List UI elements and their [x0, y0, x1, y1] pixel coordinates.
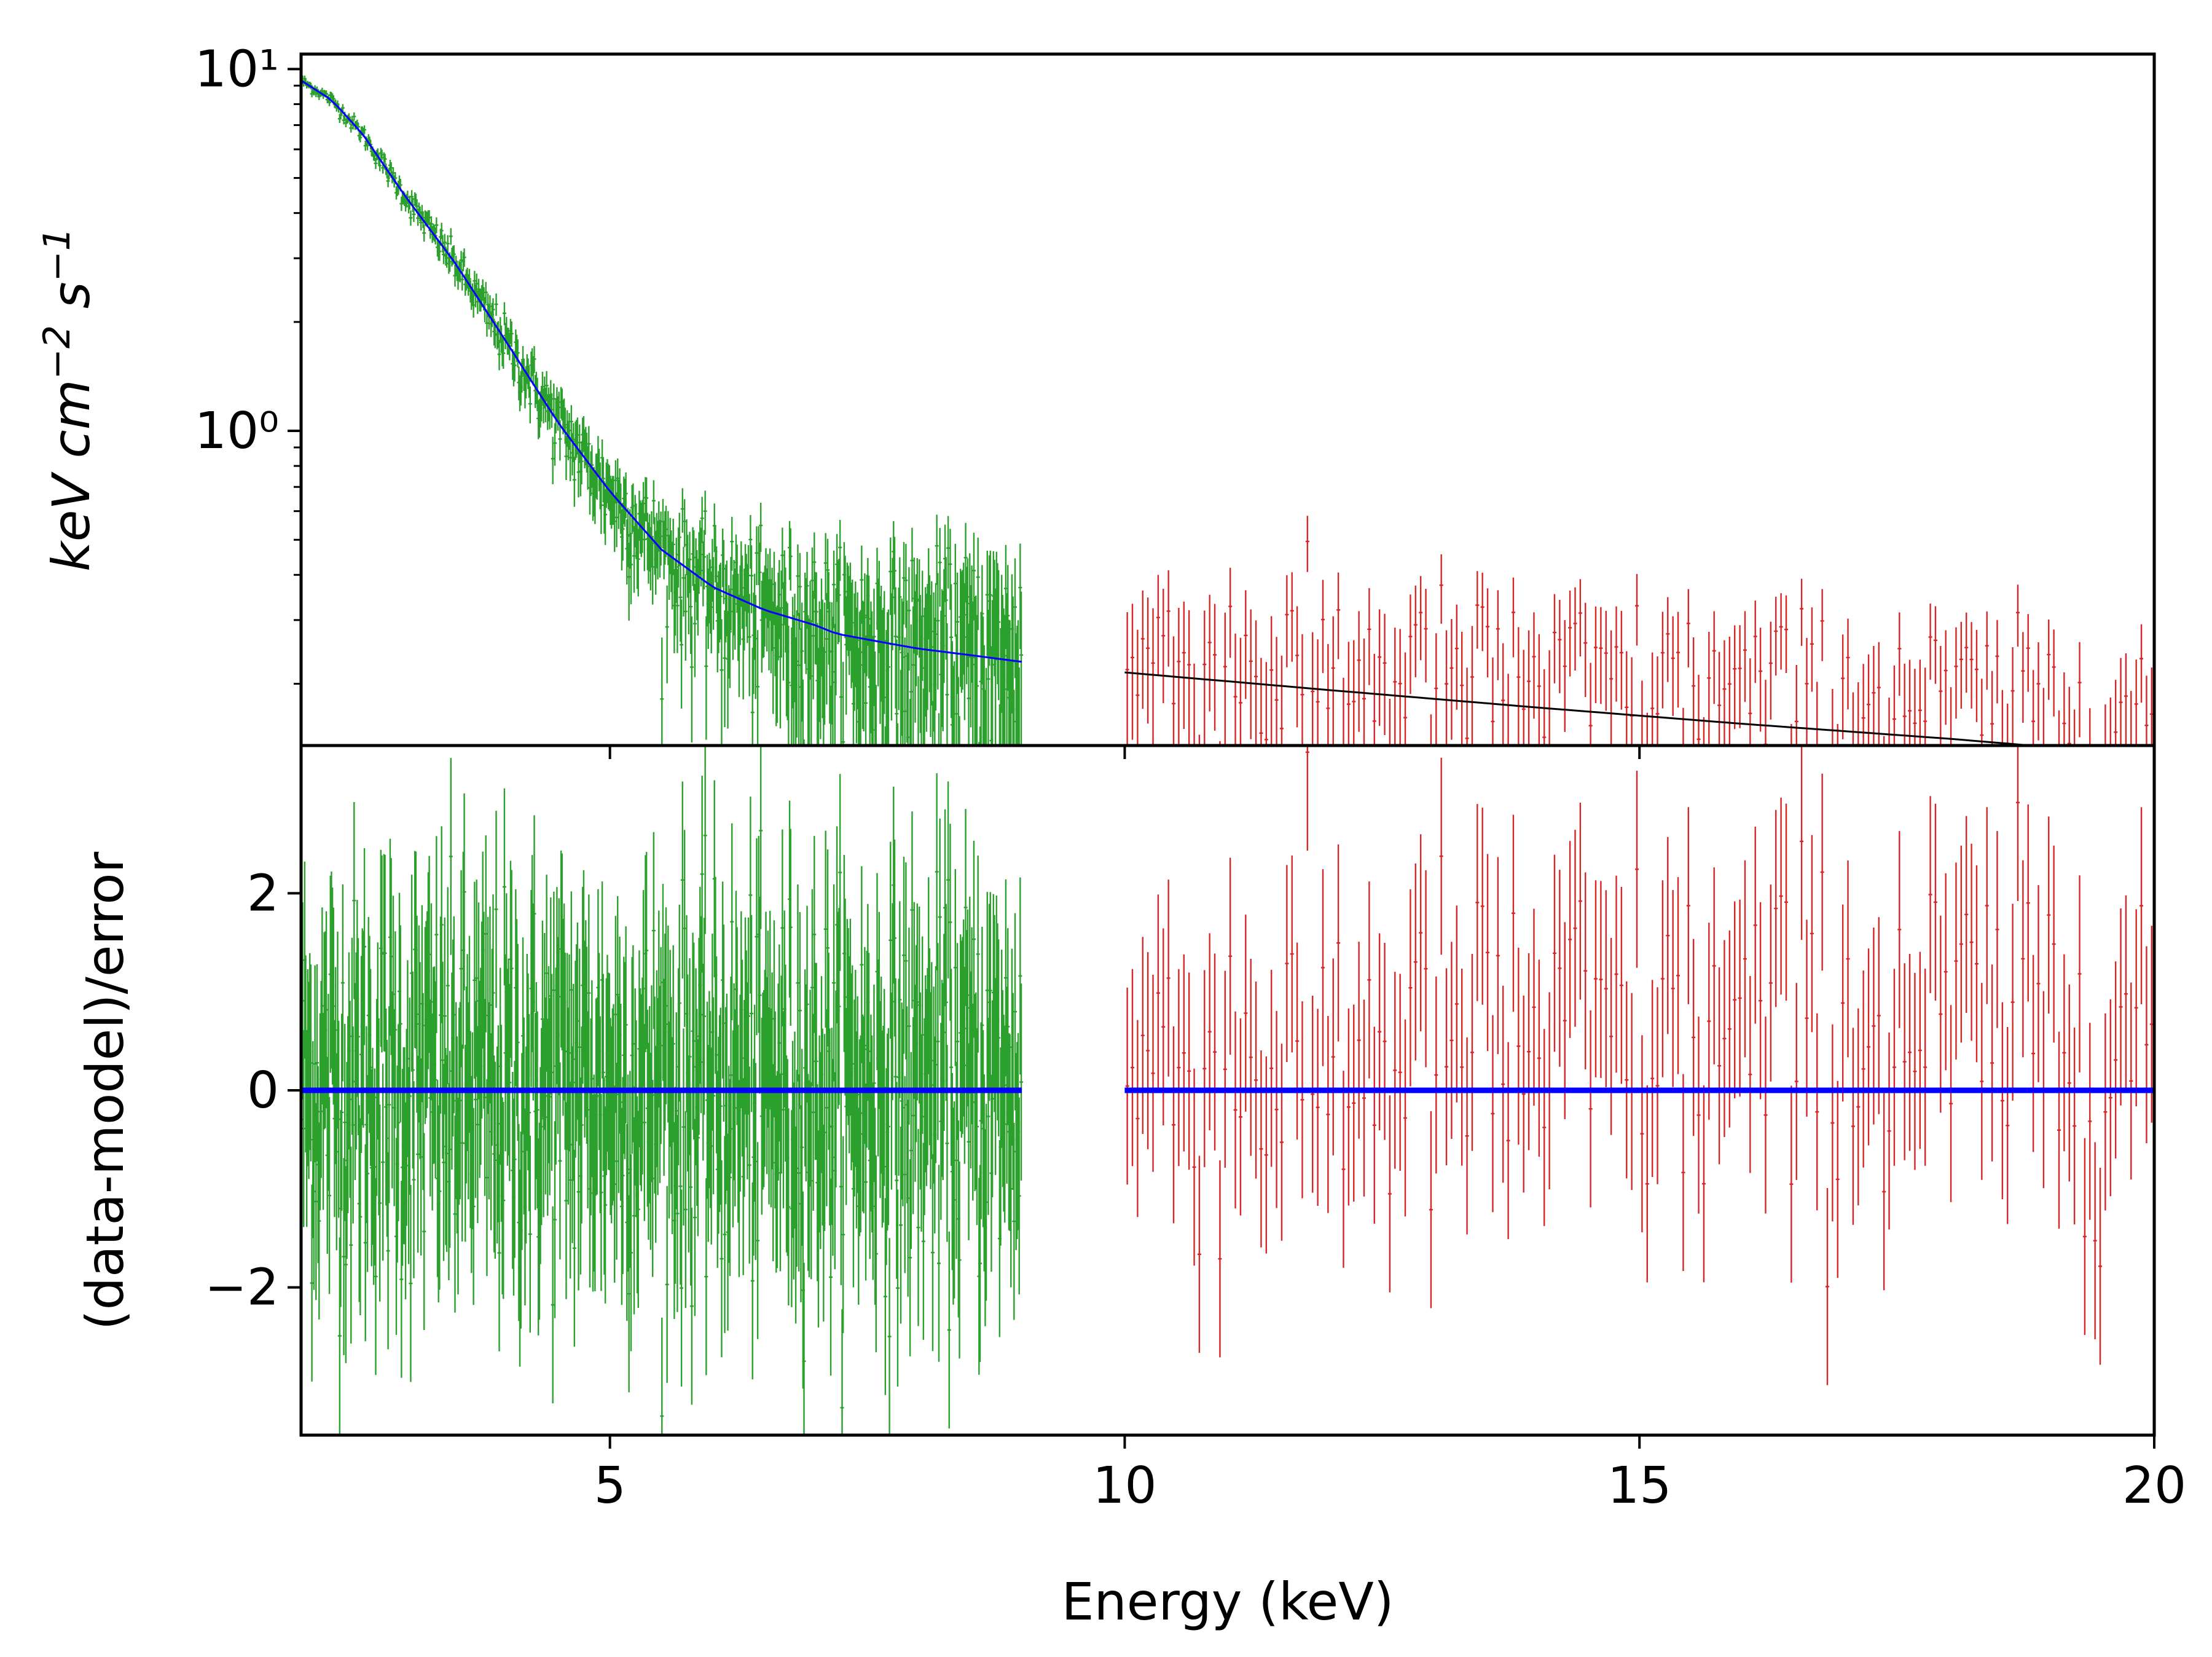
x-tick-label: 5: [594, 1457, 626, 1515]
residual-y-tick-label: 2: [247, 864, 279, 923]
x-tick-label: 15: [1607, 1457, 1671, 1515]
residual-y-label: (data-model)/error: [75, 851, 135, 1330]
spectrum-plot-area: [301, 75, 2154, 746]
x-axis-label: Energy (keV): [1061, 1572, 1394, 1632]
model-low-line: [301, 79, 1022, 663]
residual-y-tick-label: −2: [205, 1259, 279, 1317]
spectrum-panel: 10⁰ 10¹ keV cm−2 s−1: [36, 40, 2156, 747]
residual-y-tick-label: 0: [247, 1061, 279, 1120]
spectrum-frame: [299, 52, 2156, 747]
residual-plot-area: [301, 746, 2154, 1435]
y-tick-label: 10¹: [195, 40, 279, 98]
spectrum-y-ticks: 10⁰ 10¹: [195, 40, 301, 685]
x-tick-label: 10: [1092, 1457, 1156, 1515]
residual-series: [301, 746, 2154, 1435]
x-tick-label: 20: [2122, 1457, 2186, 1515]
spectrum-series: [301, 75, 2154, 746]
residual-panel: −2 0 2 (data-model)/error: [75, 744, 2156, 1437]
model-high-line: [1124, 671, 2031, 746]
y-tick-label: 10⁰: [195, 402, 279, 460]
residual-y-ticks: −2 0 2: [205, 864, 301, 1317]
x-axis-ticks: 5 10 15 20: [594, 746, 2186, 1515]
spectrum-y-label: keV cm−2 s−1: [36, 227, 101, 572]
